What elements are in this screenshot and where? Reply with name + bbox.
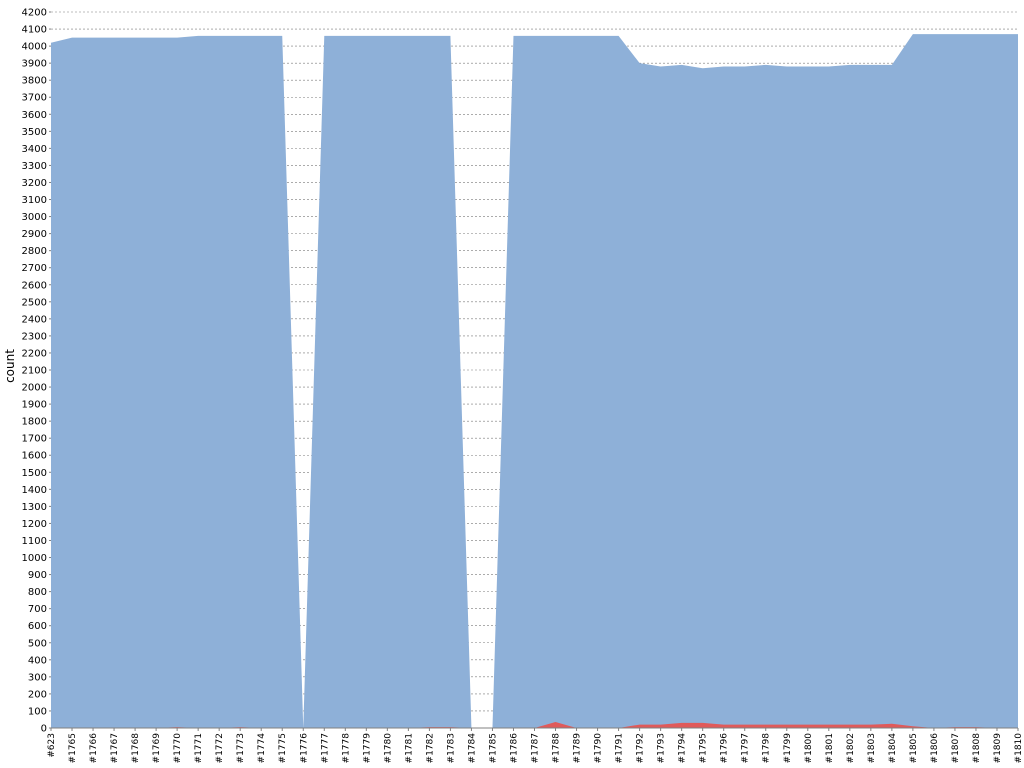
x-tick-label: #1785: [488, 733, 498, 763]
x-tick-label: #1808: [972, 733, 982, 764]
x-tick-label: #1793: [657, 733, 667, 763]
x-tick-label: #1790: [594, 733, 604, 764]
y-tick-label: 1000: [22, 553, 47, 564]
x-tick-label: #1779: [362, 733, 372, 764]
y-tick-label: 3400: [22, 144, 47, 155]
y-tick-label: 4100: [22, 25, 47, 36]
x-tick-label: #1795: [699, 733, 709, 763]
y-tick-label: 2200: [22, 348, 47, 359]
x-tick-label: #1792: [636, 733, 646, 763]
y-tick-label: 1100: [22, 536, 47, 547]
y-tick-label: 800: [28, 587, 47, 598]
y-tick-label: 3500: [22, 127, 47, 138]
y-tick-label: 500: [28, 638, 47, 649]
x-tick-label: #1783: [446, 733, 456, 763]
x-tick-label: #1789: [573, 733, 583, 764]
y-axis-ticks: 0 100 200 300 400 500 600 700 800 900 1000 1100 1200…: [22, 8, 51, 735]
x-tick-label: #1778: [341, 733, 351, 764]
y-tick-label: 4200: [22, 8, 47, 19]
y-tick-label: 1300: [22, 502, 47, 513]
y-tick-label: 1200: [22, 519, 47, 530]
x-tick-label: #623: [47, 733, 57, 758]
x-tick-label: #1767: [110, 733, 120, 763]
x-tick-label: #1799: [783, 733, 793, 764]
x-tick-label: #1805: [909, 733, 919, 763]
y-tick-label: 2100: [22, 366, 47, 377]
x-tick-label: #1794: [678, 733, 688, 764]
y-tick-label: 3600: [22, 110, 47, 121]
x-tick-label: #1772: [215, 733, 225, 763]
x-tick-label: #1775: [278, 733, 288, 763]
x-tick-label: #1810: [1014, 733, 1024, 764]
y-tick-label: 3700: [22, 93, 47, 104]
y-tick-label: 200: [28, 689, 47, 700]
y-tick-label: 900: [28, 570, 47, 581]
x-tick-label: #1771: [194, 733, 204, 763]
y-tick-label: 1600: [22, 451, 47, 462]
y-tick-label: 2600: [22, 280, 47, 291]
x-tick-label: #1803: [867, 733, 877, 763]
x-axis-ticks: #623 #1765 #1766 #1767 #1768 #1769 #1770 #1771 #…: [47, 727, 1024, 764]
y-tick-label: 0: [41, 724, 47, 735]
y-tick-label: 1700: [22, 434, 47, 445]
y-tick-label: 400: [28, 655, 47, 666]
x-tick-label: #1774: [257, 733, 267, 764]
x-tick-label: #1809: [993, 733, 1003, 764]
y-tick-label: 2800: [22, 246, 47, 257]
x-tick-label: #1800: [804, 733, 814, 764]
y-tick-label: 1800: [22, 417, 47, 428]
x-tick-label: #1768: [131, 733, 141, 764]
x-tick-label: #1769: [152, 733, 162, 764]
y-tick-label: 4000: [22, 42, 47, 53]
y-tick-label: 3800: [22, 76, 47, 87]
x-tick-label: #1765: [68, 733, 78, 763]
series-area-0: [51, 34, 1018, 729]
x-tick-label: #1784: [467, 733, 477, 764]
series-areas: [51, 34, 1018, 729]
x-tick-label: #1802: [846, 733, 856, 763]
x-tick-label: #1782: [425, 733, 435, 763]
x-tick-label: #1791: [615, 733, 625, 763]
y-tick-label: 300: [28, 672, 47, 683]
y-tick-label: 3900: [22, 59, 47, 70]
y-tick-label: 3200: [22, 178, 47, 189]
y-tick-label: 1500: [22, 468, 47, 479]
x-tick-label: #1797: [741, 733, 751, 763]
x-tick-label: #1780: [383, 733, 393, 764]
x-tick-label: #1804: [888, 733, 898, 764]
series-area-1: [51, 722, 1018, 728]
y-tick-label: 1900: [22, 400, 47, 411]
y-tick-label: 2400: [22, 314, 47, 325]
x-tick-label: #1807: [951, 733, 961, 763]
y-tick-label: 2900: [22, 229, 47, 240]
x-tick-label: #1806: [930, 733, 940, 764]
x-tick-label: #1781: [404, 733, 414, 763]
x-tick-label: #1787: [531, 733, 541, 763]
x-tick-label: #1766: [89, 733, 99, 764]
y-tick-label: 2300: [22, 331, 47, 342]
y-tick-label: 3300: [22, 161, 47, 172]
y-tick-label: 3000: [22, 212, 47, 223]
y-tick-label: 3100: [22, 195, 47, 206]
x-tick-label: #1801: [825, 733, 835, 763]
x-tick-label: #1776: [299, 733, 309, 764]
y-tick-label: 700: [28, 604, 47, 615]
y-axis-label: count: [3, 349, 17, 383]
y-tick-label: 2700: [22, 263, 47, 274]
x-tick-label: #1770: [173, 733, 183, 764]
x-tick-label: #1796: [720, 733, 730, 764]
y-tick-label: 100: [28, 706, 47, 717]
x-tick-label: #1788: [552, 733, 562, 764]
x-tick-label: #1798: [762, 733, 772, 764]
y-tick-label: 2000: [22, 383, 47, 394]
x-tick-label: #1773: [236, 733, 246, 763]
x-tick-label: #1786: [509, 733, 519, 764]
y-tick-label: 600: [28, 621, 47, 632]
y-tick-label: 1400: [22, 485, 47, 496]
y-tick-label: 2500: [22, 297, 47, 308]
x-tick-label: #1777: [320, 733, 330, 763]
